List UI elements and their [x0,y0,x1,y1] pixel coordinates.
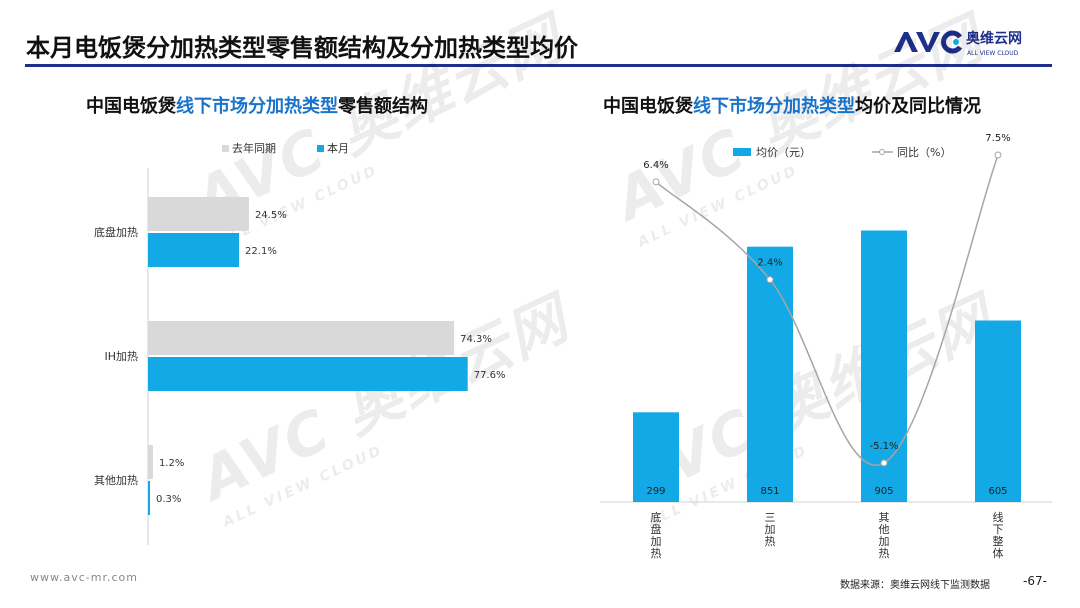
category-label: 其他加热 [94,474,138,487]
avc-logo-mark [894,30,963,54]
bar-3 [975,320,1021,502]
legend-label-1: 本月 [327,141,349,155]
category-label-char: 其 [879,511,890,524]
bar-value-label: 74.3% [460,334,492,345]
left-title-post: 零售额结构 [338,96,428,117]
yoy-point [652,178,660,186]
footer-url: www.avc-mr.com [30,571,138,584]
yoy-point [880,459,888,467]
left-chart-title: 中国电饭煲线下市场分加热类型零售额结构 [86,92,428,118]
left-title-pre: 中国电饭煲 [86,96,176,117]
yoy-point [766,276,774,284]
bar-value-label: 299 [646,486,665,497]
category-label: 底盘加热 [94,225,138,239]
category-label-char: 热 [651,547,662,560]
category-label-char: 底 [651,510,662,524]
legend-swatch-bar [733,148,751,156]
bar-1-0 [148,321,455,355]
yoy-point [994,151,1002,159]
bar-1-1 [148,357,468,391]
data-source-note: 数据来源：奥维云网线下监测数据 [840,580,990,591]
category-label: IH加热 [104,350,138,363]
category-label-char: 盘 [651,522,662,536]
yoy-value-label: 2.4% [757,258,782,269]
yoy-value-label: 7.5% [985,133,1010,144]
bar-2 [861,230,907,502]
yoy-line [655,154,999,466]
legend-label-line: 同比（%） [897,146,951,159]
right-chart-title: 中国电饭煲线下市场分加热类型均价及同比情况 [603,92,981,118]
category-label-char: 加 [879,535,890,548]
category-label-char: 下 [993,523,1004,536]
category-label-char: 体 [993,546,1004,560]
bar-value-label: 22.1% [245,246,277,257]
category-label-char: 线 [993,510,1004,524]
page-number: -67- [1023,574,1047,588]
page-title: 本月电饭煲分加热类型零售额结构及分加热类型均价 [26,34,578,62]
avc-logo: 奥维云网 ALL VIEW CLOUD [894,30,1022,57]
category-label-char: 三 [765,511,776,524]
legend-marker-line [879,149,885,155]
category-label-char: 加 [765,523,776,536]
bar-value-label: 24.5% [255,210,287,221]
category-label-char: 整 [993,534,1004,548]
bar-value-label: 77.6% [474,370,506,381]
yoy-value-label: 6.4% [643,160,668,171]
bar-2-0 [148,445,153,479]
bar-0-1 [148,233,240,267]
category-label-char: 热 [765,535,776,548]
legend-label-bar: 均价（元） [756,146,811,159]
bar-2-1 [148,481,150,515]
left-title-highlight: 线下市场分加热类型 [176,96,338,117]
bar-value-label: 0.3% [156,494,181,505]
right-title-post: 均价及同比情况 [855,96,981,117]
right-title-highlight: 线下市场分加热类型 [693,96,855,117]
category-label-char: 热 [879,547,890,560]
category-label-char: 加 [651,535,662,548]
logo-text: 奥维云网 [966,30,1022,47]
legend-swatch-0 [222,145,229,152]
legend-label-0: 去年同期 [232,141,276,155]
logo-subtext: ALL VIEW CLOUD [967,50,1019,57]
bar-value-label: 1.2% [159,458,184,469]
legend-swatch-1 [317,145,324,152]
bar-1 [747,246,793,502]
right-title-pre: 中国电饭煲 [603,96,693,117]
bar-0 [633,412,679,502]
bar-0-0 [148,197,249,231]
bar-value-label: 905 [874,486,893,497]
bar-value-label: 851 [760,486,779,497]
bar-value-label: 605 [988,486,1007,497]
yoy-value-label: -5.1% [869,441,898,452]
category-label-char: 他 [879,523,890,536]
title-divider [25,64,1052,67]
